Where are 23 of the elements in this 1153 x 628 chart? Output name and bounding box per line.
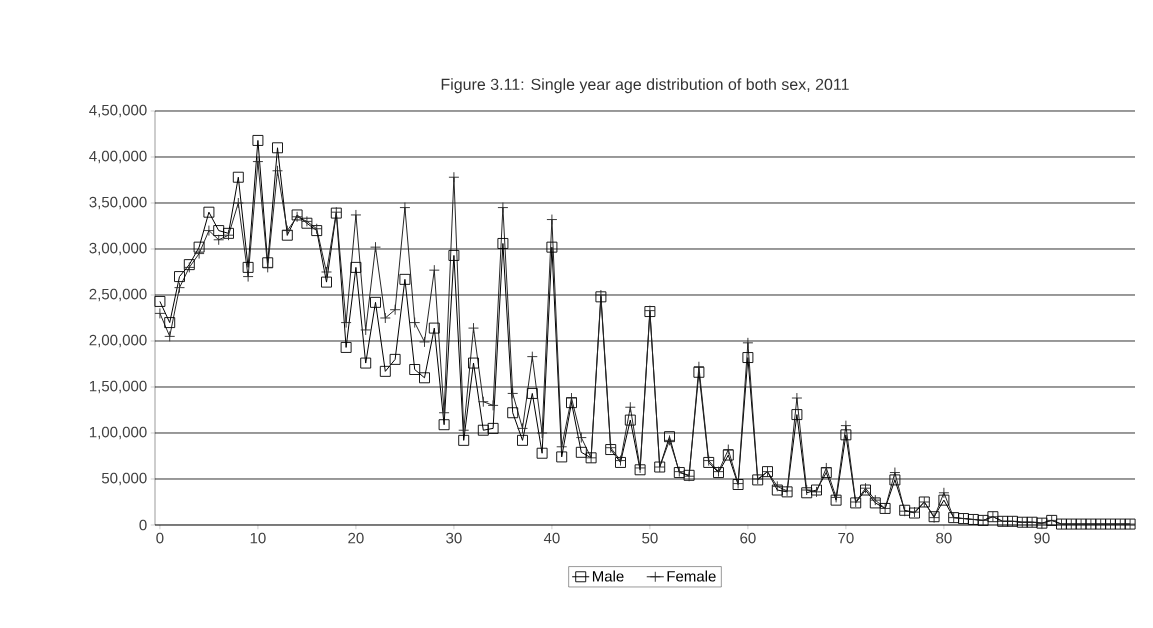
x-tick-label: 20	[348, 532, 364, 544]
chart-title: Figure 3.11: Single year age distribution of both sex, 2011	[441, 78, 849, 94]
x-tick-label: 10	[250, 532, 266, 544]
legend-label: Male	[592, 570, 624, 582]
y-tick-label: 0	[139, 519, 147, 531]
x-tick-label: 90	[1034, 532, 1050, 544]
y-tick-label: 4,50,000	[89, 104, 147, 118]
y-tick-label: 2,00,000	[89, 334, 147, 348]
y-tick-label: 1,00,000	[89, 426, 147, 440]
x-tick-label: 80	[936, 532, 952, 544]
x-tick-label: 30	[446, 532, 462, 544]
y-tick-label: 1,50,000	[89, 380, 147, 394]
y-tick-label: 3,50,000	[89, 196, 147, 210]
x-tick-label: 50	[642, 532, 658, 544]
y-tick-label: 4,00,000	[89, 150, 147, 164]
y-tick-label: 3,00,000	[89, 242, 147, 256]
x-tick-label: 40	[543, 532, 560, 544]
x-tick-label: 0	[156, 532, 164, 544]
y-tick-label: 2,50,000	[89, 288, 147, 302]
x-tick-label: 60	[740, 532, 756, 544]
x-tick-label: 70	[838, 532, 854, 544]
legend-label: Female	[667, 570, 716, 582]
y-tick-label: 50,000	[101, 472, 147, 486]
